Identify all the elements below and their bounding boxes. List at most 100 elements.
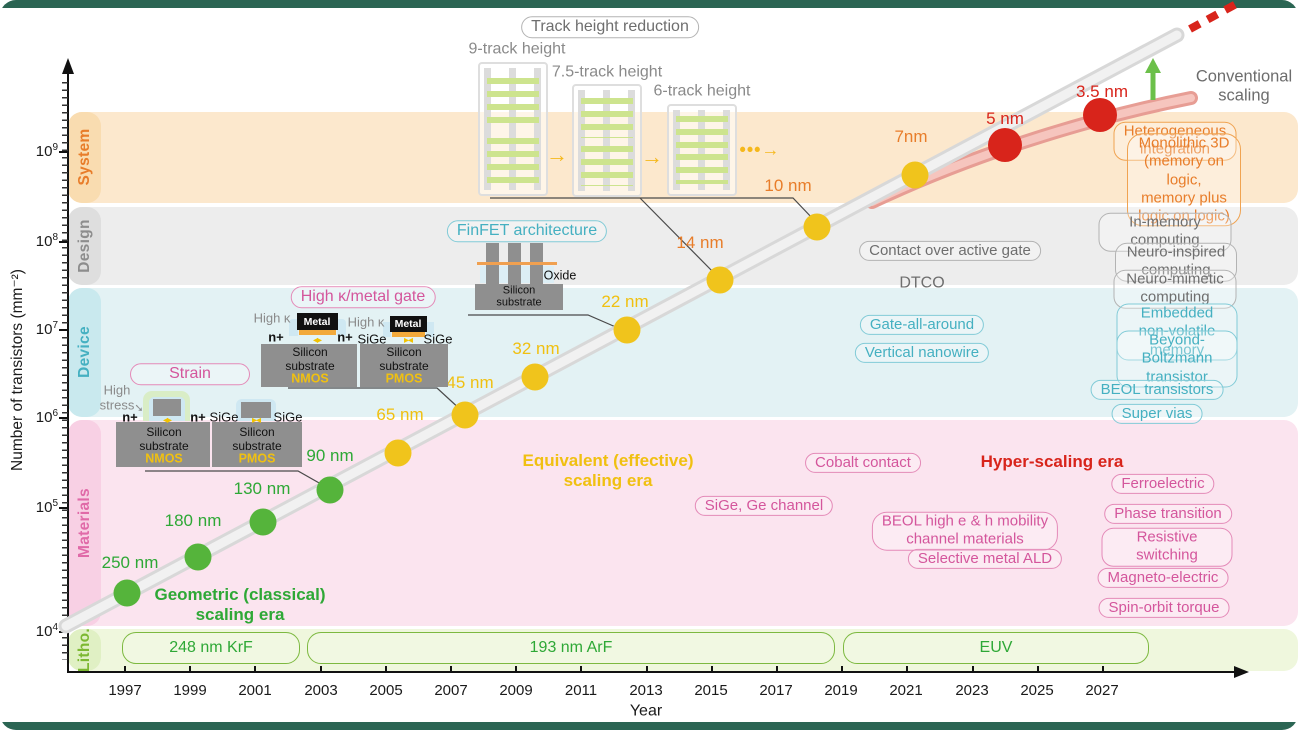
node-dot-65nm — [384, 439, 412, 467]
green-up-arrow-head — [1145, 58, 1161, 73]
band-design-label-col — [68, 207, 101, 285]
highk-pmos-label: PMOS — [385, 371, 423, 386]
x-tick-label: 2013 — [629, 682, 663, 699]
x-tick-label: 1999 — [173, 682, 207, 699]
callout-finfet — [468, 314, 619, 329]
x-tick — [906, 666, 908, 673]
node-label-14nm: 14 nm — [676, 232, 724, 252]
highk-pmos-spacer-left — [383, 322, 391, 337]
strain-title: Strain — [130, 363, 250, 385]
node-label-250nm: 250 nm — [101, 552, 159, 572]
strain-nmos-substrate — [116, 422, 210, 467]
track-cell-7-5 — [572, 84, 642, 197]
node-label-130nm: 130 nm — [233, 478, 291, 498]
annotation-beol-transistors: BEOL transistors — [1090, 379, 1224, 401]
finfet-fin — [508, 243, 521, 287]
node-dot-250nm — [113, 579, 141, 607]
track-9-label: 9-track height — [468, 40, 566, 58]
x-tick-label: 2021 — [889, 682, 923, 699]
x-tick-label: 2005 — [369, 682, 403, 699]
cell-rail — [534, 68, 541, 190]
band-design — [68, 207, 1298, 285]
annotation-in-memory-computing: In-memory computing — [1098, 212, 1232, 252]
annotation-beol-mobility-materials: BEOL high e & h mobility channel materia… — [871, 511, 1059, 551]
finfet-fin — [530, 243, 543, 287]
annotation-contact-over-active-gate: Contact over active gate — [859, 240, 1041, 262]
frame-bottom-bar — [0, 722, 1298, 730]
highk-nmos-spacer-right — [337, 319, 346, 336]
band-litho — [68, 629, 1298, 671]
finfet-title: FinFET architecture — [446, 220, 608, 242]
strain-nmos-substrate-label: Silicon substrate — [139, 424, 189, 453]
track-cell-9 — [478, 62, 548, 196]
cell-tracks — [676, 154, 728, 184]
band-litho-label-col — [68, 629, 101, 671]
strain-nmos-gate — [153, 399, 181, 416]
node-label-10nm: 10 nm — [764, 175, 812, 195]
highk-nmos-metal-label: Metal — [303, 315, 331, 328]
litho-box-krf: 248 nm KrF — [122, 632, 300, 664]
cell-rail — [509, 68, 516, 190]
strain-high-stress-label: High stress — [99, 382, 135, 413]
track-arrow-1: → — [546, 142, 568, 168]
x-tick — [1102, 666, 1104, 673]
strain-pmos-substrate — [212, 422, 302, 467]
x-tick — [515, 666, 517, 673]
strain-nmos-nplus-left: n+ — [122, 409, 138, 425]
strain-pmos-gate — [241, 402, 271, 418]
y-axis-arrowhead — [62, 58, 74, 74]
cell-rail — [628, 90, 635, 191]
litho-box-arf: 193 nm ArF — [307, 632, 835, 664]
x-axis-arrowhead — [1234, 666, 1249, 678]
node-dot-10nm — [803, 213, 831, 241]
node-dot-3-5nm — [1083, 98, 1117, 132]
x-tick — [646, 666, 648, 673]
node-dot-5nm — [988, 128, 1022, 162]
cell-tracks — [487, 138, 539, 184]
annotation-spin-orbit-torque: Spin-orbit torque — [1098, 597, 1230, 619]
x-tick — [1037, 666, 1039, 673]
projection-red-dashes — [1188, 0, 1242, 33]
y-tick-1e7 — [59, 329, 68, 331]
cell-tracks — [487, 78, 539, 126]
highk-nmos-spacer-left — [289, 319, 298, 336]
strain-nmos-nplus-right: n+ — [190, 409, 206, 425]
strain-nmos-label: NMOS — [145, 451, 183, 466]
cell-rail — [484, 68, 491, 190]
highk-pmos-sige-left: SiGe — [357, 331, 387, 347]
y-axis-line — [67, 66, 69, 672]
finfet-gate-oxide-line — [477, 262, 557, 265]
x-tick — [320, 666, 322, 673]
band-device-label-col — [68, 288, 101, 417]
x-tick-label: 2023 — [955, 682, 989, 699]
x-tick — [972, 666, 974, 673]
annotation-cobalt-contact: Cobalt contact — [805, 452, 921, 474]
y-tick-label-1e8: 108 — [35, 232, 58, 250]
y-tick-1e5 — [59, 507, 68, 509]
annotation-dtco: DTCO — [899, 274, 945, 292]
cell-rail — [673, 110, 680, 190]
finfet-substrate-label: Silicon substrate — [496, 284, 542, 308]
highk-nmos-nplus-right: n+ — [337, 329, 353, 345]
strain-high-stress-arrow: ➘ — [134, 402, 144, 415]
finfet-substrate — [475, 284, 563, 310]
highk-nmos-label: NMOS — [291, 371, 329, 386]
x-tick-label: 2003 — [304, 682, 338, 699]
highk-pmos-metal — [390, 316, 427, 332]
y-tick-1e8 — [59, 241, 68, 243]
node-label-90nm: 90 nm — [306, 445, 354, 465]
track-6-label: 6-track height — [653, 82, 751, 100]
annotation-phase-transition: Phase transition — [1104, 503, 1232, 525]
highk-nmos-nplus-left: n+ — [268, 329, 284, 345]
node-label-65nm: 65 nm — [376, 404, 424, 424]
era-geometric-label: Geometric (classical) scaling era — [154, 584, 326, 624]
x-tick-label: 2007 — [434, 682, 468, 699]
x-axis-title: Year — [629, 702, 663, 720]
y-tick-label-1e5: 105 — [35, 498, 58, 516]
x-tick-label: 1997 — [108, 682, 142, 699]
node-dot-45nm — [451, 401, 479, 429]
frame-top-bar — [0, 0, 1298, 8]
node-label-180nm: 180 nm — [164, 510, 222, 530]
node-label-5nm: 5 nm — [986, 108, 1024, 128]
highk-pmos-metal-label: Metal — [394, 317, 422, 330]
